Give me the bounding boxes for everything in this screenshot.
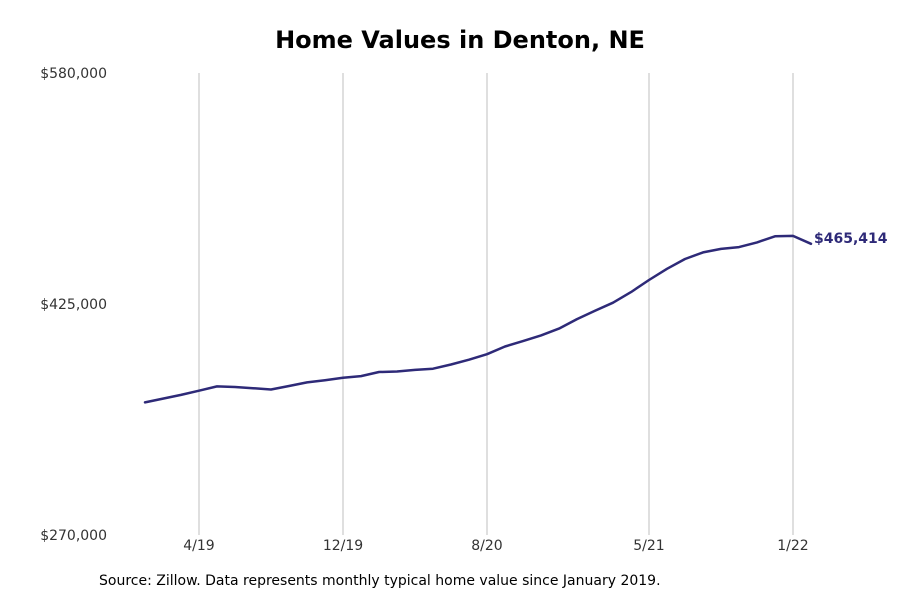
- chart-title: Home Values in Denton, NE: [275, 26, 645, 54]
- latest-value-label: $465,414: [814, 231, 888, 247]
- x-tick-label: 8/20: [471, 538, 502, 554]
- x-axis-ticks: 4/19 12/19 8/20 5/21 1/22: [183, 538, 808, 554]
- x-tick-label: 5/21: [633, 538, 664, 554]
- y-tick-label: $425,000: [40, 297, 107, 313]
- x-tick-label: 1/22: [777, 538, 808, 554]
- home-value-line: [143, 234, 813, 404]
- y-tick-label: $270,000: [40, 528, 107, 544]
- x-tick-label: 4/19: [183, 538, 214, 554]
- x-tick-label: 12/19: [323, 538, 363, 554]
- y-axis-ticks: $580,000 $425,000 $270,000: [40, 66, 107, 544]
- y-tick-label: $580,000: [40, 66, 107, 82]
- gridlines: [198, 73, 794, 535]
- source-note: Source: Zillow. Data represents monthly …: [99, 573, 661, 589]
